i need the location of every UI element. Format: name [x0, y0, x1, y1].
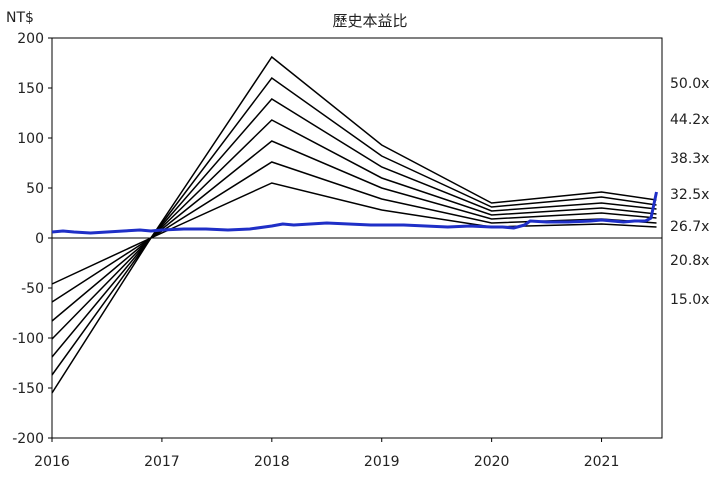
pe-band-label: 20.8x — [670, 253, 709, 269]
pe-band-label: 44.2x — [670, 112, 709, 128]
pe-band-line-2 — [51, 98, 657, 358]
x-tick-label: 2021 — [584, 454, 620, 470]
y-tick-label: -50 — [21, 281, 44, 297]
y-tick-label: -100 — [12, 331, 44, 347]
x-tick-label: 2017 — [144, 454, 180, 470]
pe-band-label: 15.0x — [670, 292, 709, 308]
x-tick-label: 2020 — [474, 454, 510, 470]
pe-band-line-6 — [51, 182, 657, 285]
price-line — [51, 191, 658, 235]
pe-band-label: 26.7x — [670, 219, 709, 235]
y-tick-label: -150 — [12, 381, 44, 397]
y-tick-label: 100 — [17, 131, 44, 147]
pe-band-labels: 50.0x 44.2x 38.3x 32.5x 26.7x 20.8x 15.0x — [670, 76, 709, 308]
y-tick-label: 50 — [26, 181, 44, 197]
pe-band-label: 38.3x — [670, 151, 709, 167]
price-line-group — [51, 191, 658, 235]
x-tick-label: 2018 — [254, 454, 290, 470]
x-axis: 2016 2017 2018 2019 2020 2021 — [34, 438, 619, 470]
y-axis: 200 150 100 50 0 -50 -100 -150 -200 — [12, 31, 52, 447]
chart-title: 歷史本益比 — [332, 12, 407, 30]
pe-band-label: 50.0x — [670, 76, 709, 92]
pe-band-label: 32.5x — [670, 187, 709, 203]
y-tick-label: 0 — [35, 231, 44, 247]
x-tick-label: 2019 — [364, 454, 400, 470]
y-tick-label: -200 — [12, 431, 44, 447]
pe-band-line-5 — [51, 161, 657, 303]
y-axis-unit-label: NT$ — [6, 10, 34, 26]
y-tick-label: 150 — [17, 81, 44, 97]
y-tick-label: 200 — [17, 31, 44, 47]
x-tick-label: 2016 — [34, 454, 70, 470]
